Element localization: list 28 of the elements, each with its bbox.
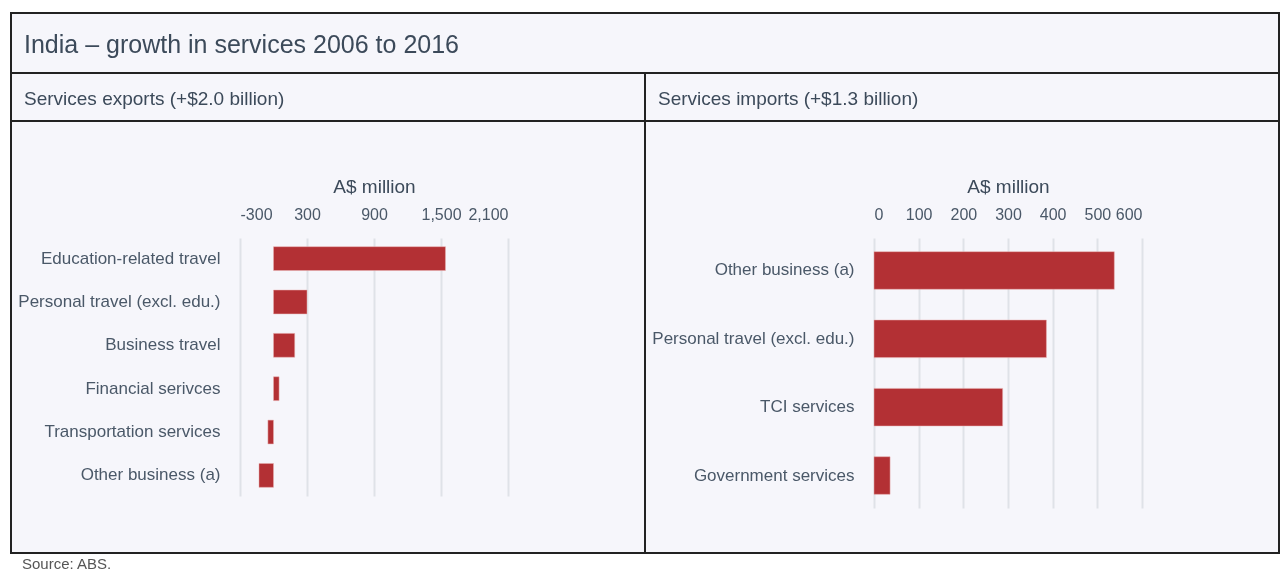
y-tick-label: Business travel (105, 335, 221, 355)
y-tick-label: Personal travel (excl. edu.) (18, 291, 221, 311)
chart-subtitle: Services exports (+$2.0 billion) (12, 74, 644, 122)
y-tick-label: Other business (a) (714, 260, 855, 280)
x-tick-label: 300 (995, 205, 1022, 223)
y-tick-label: Government services (693, 465, 855, 485)
source-note: Source: ABS. (22, 555, 112, 572)
y-tick-label: TCI services (760, 397, 855, 417)
x-tick-label: 500 (1084, 205, 1112, 223)
x-tick-label: 300 (294, 205, 321, 223)
x-axis-title: A$ million (333, 175, 416, 197)
x-tick-label: -300 (240, 205, 273, 223)
chart-subtitle: Services imports (+$1.3 billion) (646, 74, 1278, 122)
y-tick-label: Personal travel (excl. edu.) (652, 328, 855, 348)
x-tick-label: 100 (905, 205, 933, 223)
y-tick-label: Transportation services (44, 422, 221, 442)
x-tick-label: 400 (1039, 205, 1067, 223)
y-tick-label: Education-related travel (40, 248, 221, 268)
x-tick-label: 200 (950, 205, 978, 223)
x-tick-label: 600 (1115, 205, 1143, 223)
x-tick-label: 900 (361, 205, 388, 223)
y-tick-label: Financial serivces (85, 378, 221, 398)
x-axis-title: A$ million (967, 175, 1050, 197)
chart-title: India – growth in services 2006 to 2016 (12, 14, 1278, 74)
y-tick-label: Other business (a) (80, 465, 221, 485)
x-tick-label: 1,500 (421, 205, 462, 223)
x-tick-label: 0 (874, 205, 884, 223)
x-tick-label: 2,100 (468, 205, 509, 223)
